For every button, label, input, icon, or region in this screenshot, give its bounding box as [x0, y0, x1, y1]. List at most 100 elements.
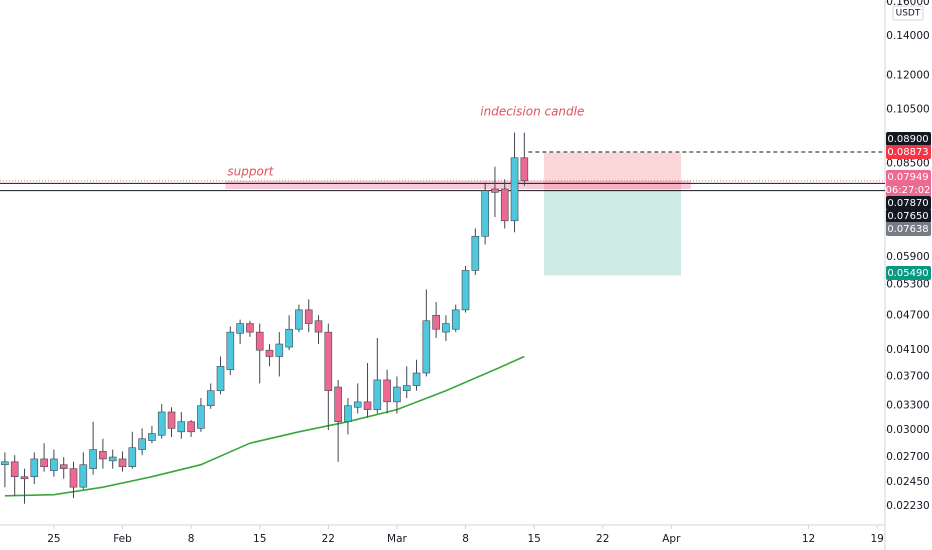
candle-body [383, 379, 391, 403]
price-tag-label: 0.05490 [887, 268, 928, 279]
candle-body [236, 323, 244, 334]
candle-body [334, 386, 342, 423]
support-band [225, 180, 691, 189]
x-tick-label: 15 [253, 533, 266, 545]
candle-body [265, 349, 274, 357]
x-tick-label: 22 [322, 533, 335, 545]
price-tag-label: 0.08873 [887, 147, 928, 158]
candle-body [206, 390, 215, 407]
candle-body [451, 309, 460, 330]
price-tag [886, 170, 931, 197]
candle-body [363, 401, 372, 410]
candle-body [167, 411, 176, 429]
y-tick-label: 0.04700 [886, 309, 929, 321]
price-tag [886, 222, 931, 236]
x-tick-label: 15 [527, 533, 540, 545]
price-tag-label: 0.08900 [887, 134, 928, 145]
candle-body [226, 331, 235, 370]
moving-average [4, 355, 525, 497]
x-tick-label: 22 [596, 533, 609, 545]
countdown: 06:27:02 [886, 185, 931, 196]
candle-body [20, 476, 29, 480]
candle-body [118, 458, 127, 467]
price-tag [886, 266, 931, 280]
y-tick-label: 0.03300 [886, 400, 929, 412]
unit-box [892, 5, 924, 21]
y-tick-label: 0.12000 [886, 69, 929, 81]
candle-body [128, 447, 137, 467]
x-tick-label: Mar [387, 533, 407, 545]
price-tag [886, 196, 931, 210]
price-tag-label: 0.07870 [887, 198, 928, 209]
candle-body [491, 188, 499, 193]
y-tick-label: 0.10500 [886, 104, 929, 116]
candle-body [246, 323, 254, 333]
candle-body [304, 309, 313, 324]
candle-body [177, 421, 186, 433]
x-tick-label: 12 [802, 533, 815, 545]
candle-body [461, 270, 470, 311]
support-label: support [227, 164, 274, 178]
y-tick-label: 0.14000 [886, 30, 929, 42]
candle-body [520, 157, 529, 182]
candle-body [138, 438, 146, 450]
x-tick-label: Feb [113, 533, 132, 545]
stop-zone [543, 152, 682, 191]
candle-body [432, 314, 440, 330]
candle-body [285, 328, 293, 348]
price-tag [886, 132, 931, 146]
candle-body [412, 372, 421, 386]
y-tick-label: 0.05900 [886, 251, 929, 263]
candle-body [197, 405, 205, 429]
candle-body [30, 458, 39, 478]
x-tick-label: Apr [662, 533, 681, 545]
y-tick-label: 0.02450 [886, 476, 929, 488]
candle-body [10, 461, 19, 478]
candle-body [295, 309, 303, 330]
candle-body [471, 235, 480, 271]
unit-label: USDT [896, 9, 921, 19]
target-zone [543, 190, 682, 276]
price-tag-label: 0.07638 [887, 224, 928, 235]
candle-body [216, 365, 225, 391]
candle-body [500, 188, 509, 222]
candle-body [69, 468, 78, 488]
x-tick-label: 25 [47, 533, 60, 545]
candle-body [255, 331, 264, 351]
candle-body [148, 433, 156, 441]
candle-body [481, 190, 489, 237]
y-tick-label: 0.02700 [886, 451, 929, 463]
y-tick-label: 0.04100 [886, 344, 929, 356]
candle-body [510, 157, 519, 222]
y-tick-label: 0.08500 [886, 158, 929, 170]
price-tag-label: 0.07650 [887, 211, 928, 222]
candle-body [79, 464, 88, 488]
candle-body [353, 401, 362, 408]
candle-body [1, 461, 9, 466]
candle-body [373, 379, 382, 410]
candle-body [157, 411, 166, 436]
candle-body [99, 451, 107, 460]
x-tick-label: 8 [462, 533, 469, 545]
candle-body [275, 343, 284, 357]
y-tick-label: 0.16000 [886, 0, 929, 8]
candle-body [393, 386, 401, 403]
candle-body [89, 449, 97, 469]
candle-body [40, 458, 48, 467]
candle-body [108, 456, 117, 462]
x-tick-label: 19 [870, 533, 883, 545]
y-tick-label: 0.05300 [886, 279, 929, 291]
candle-body [422, 320, 431, 374]
indecision-label: indecision candle [480, 105, 584, 119]
price-tag-label: 0.07949 [887, 172, 928, 183]
y-tick-label: 0.03700 [886, 370, 929, 382]
candle-body [324, 331, 333, 391]
candle-body [187, 421, 195, 433]
candle-body [442, 323, 450, 333]
candle-body [402, 385, 411, 391]
candle-body [50, 458, 58, 471]
y-tick-label: 0.02230 [886, 500, 929, 512]
candle-body [314, 320, 323, 333]
x-tick-label: 8 [188, 533, 195, 545]
